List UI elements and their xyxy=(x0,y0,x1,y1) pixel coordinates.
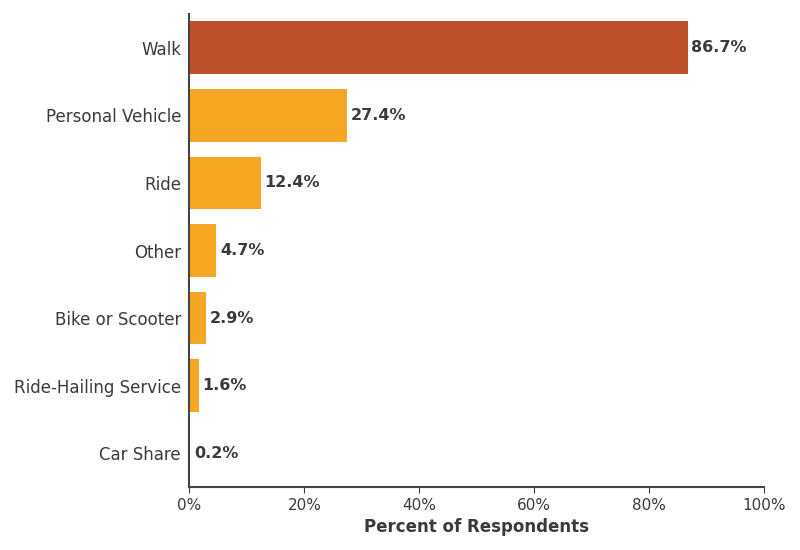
Text: 12.4%: 12.4% xyxy=(264,175,319,190)
Bar xyxy=(190,224,216,277)
Text: 0.2%: 0.2% xyxy=(194,446,238,461)
Text: 4.7%: 4.7% xyxy=(220,243,264,258)
Text: 27.4%: 27.4% xyxy=(350,108,406,123)
Bar xyxy=(190,89,347,142)
Text: 86.7%: 86.7% xyxy=(691,40,747,55)
Bar xyxy=(190,21,688,74)
Bar xyxy=(190,292,206,344)
Text: 1.6%: 1.6% xyxy=(202,378,246,393)
Text: 2.9%: 2.9% xyxy=(210,311,254,326)
Bar xyxy=(190,359,198,412)
Bar xyxy=(190,157,261,209)
X-axis label: Percent of Respondents: Percent of Respondents xyxy=(364,518,590,536)
